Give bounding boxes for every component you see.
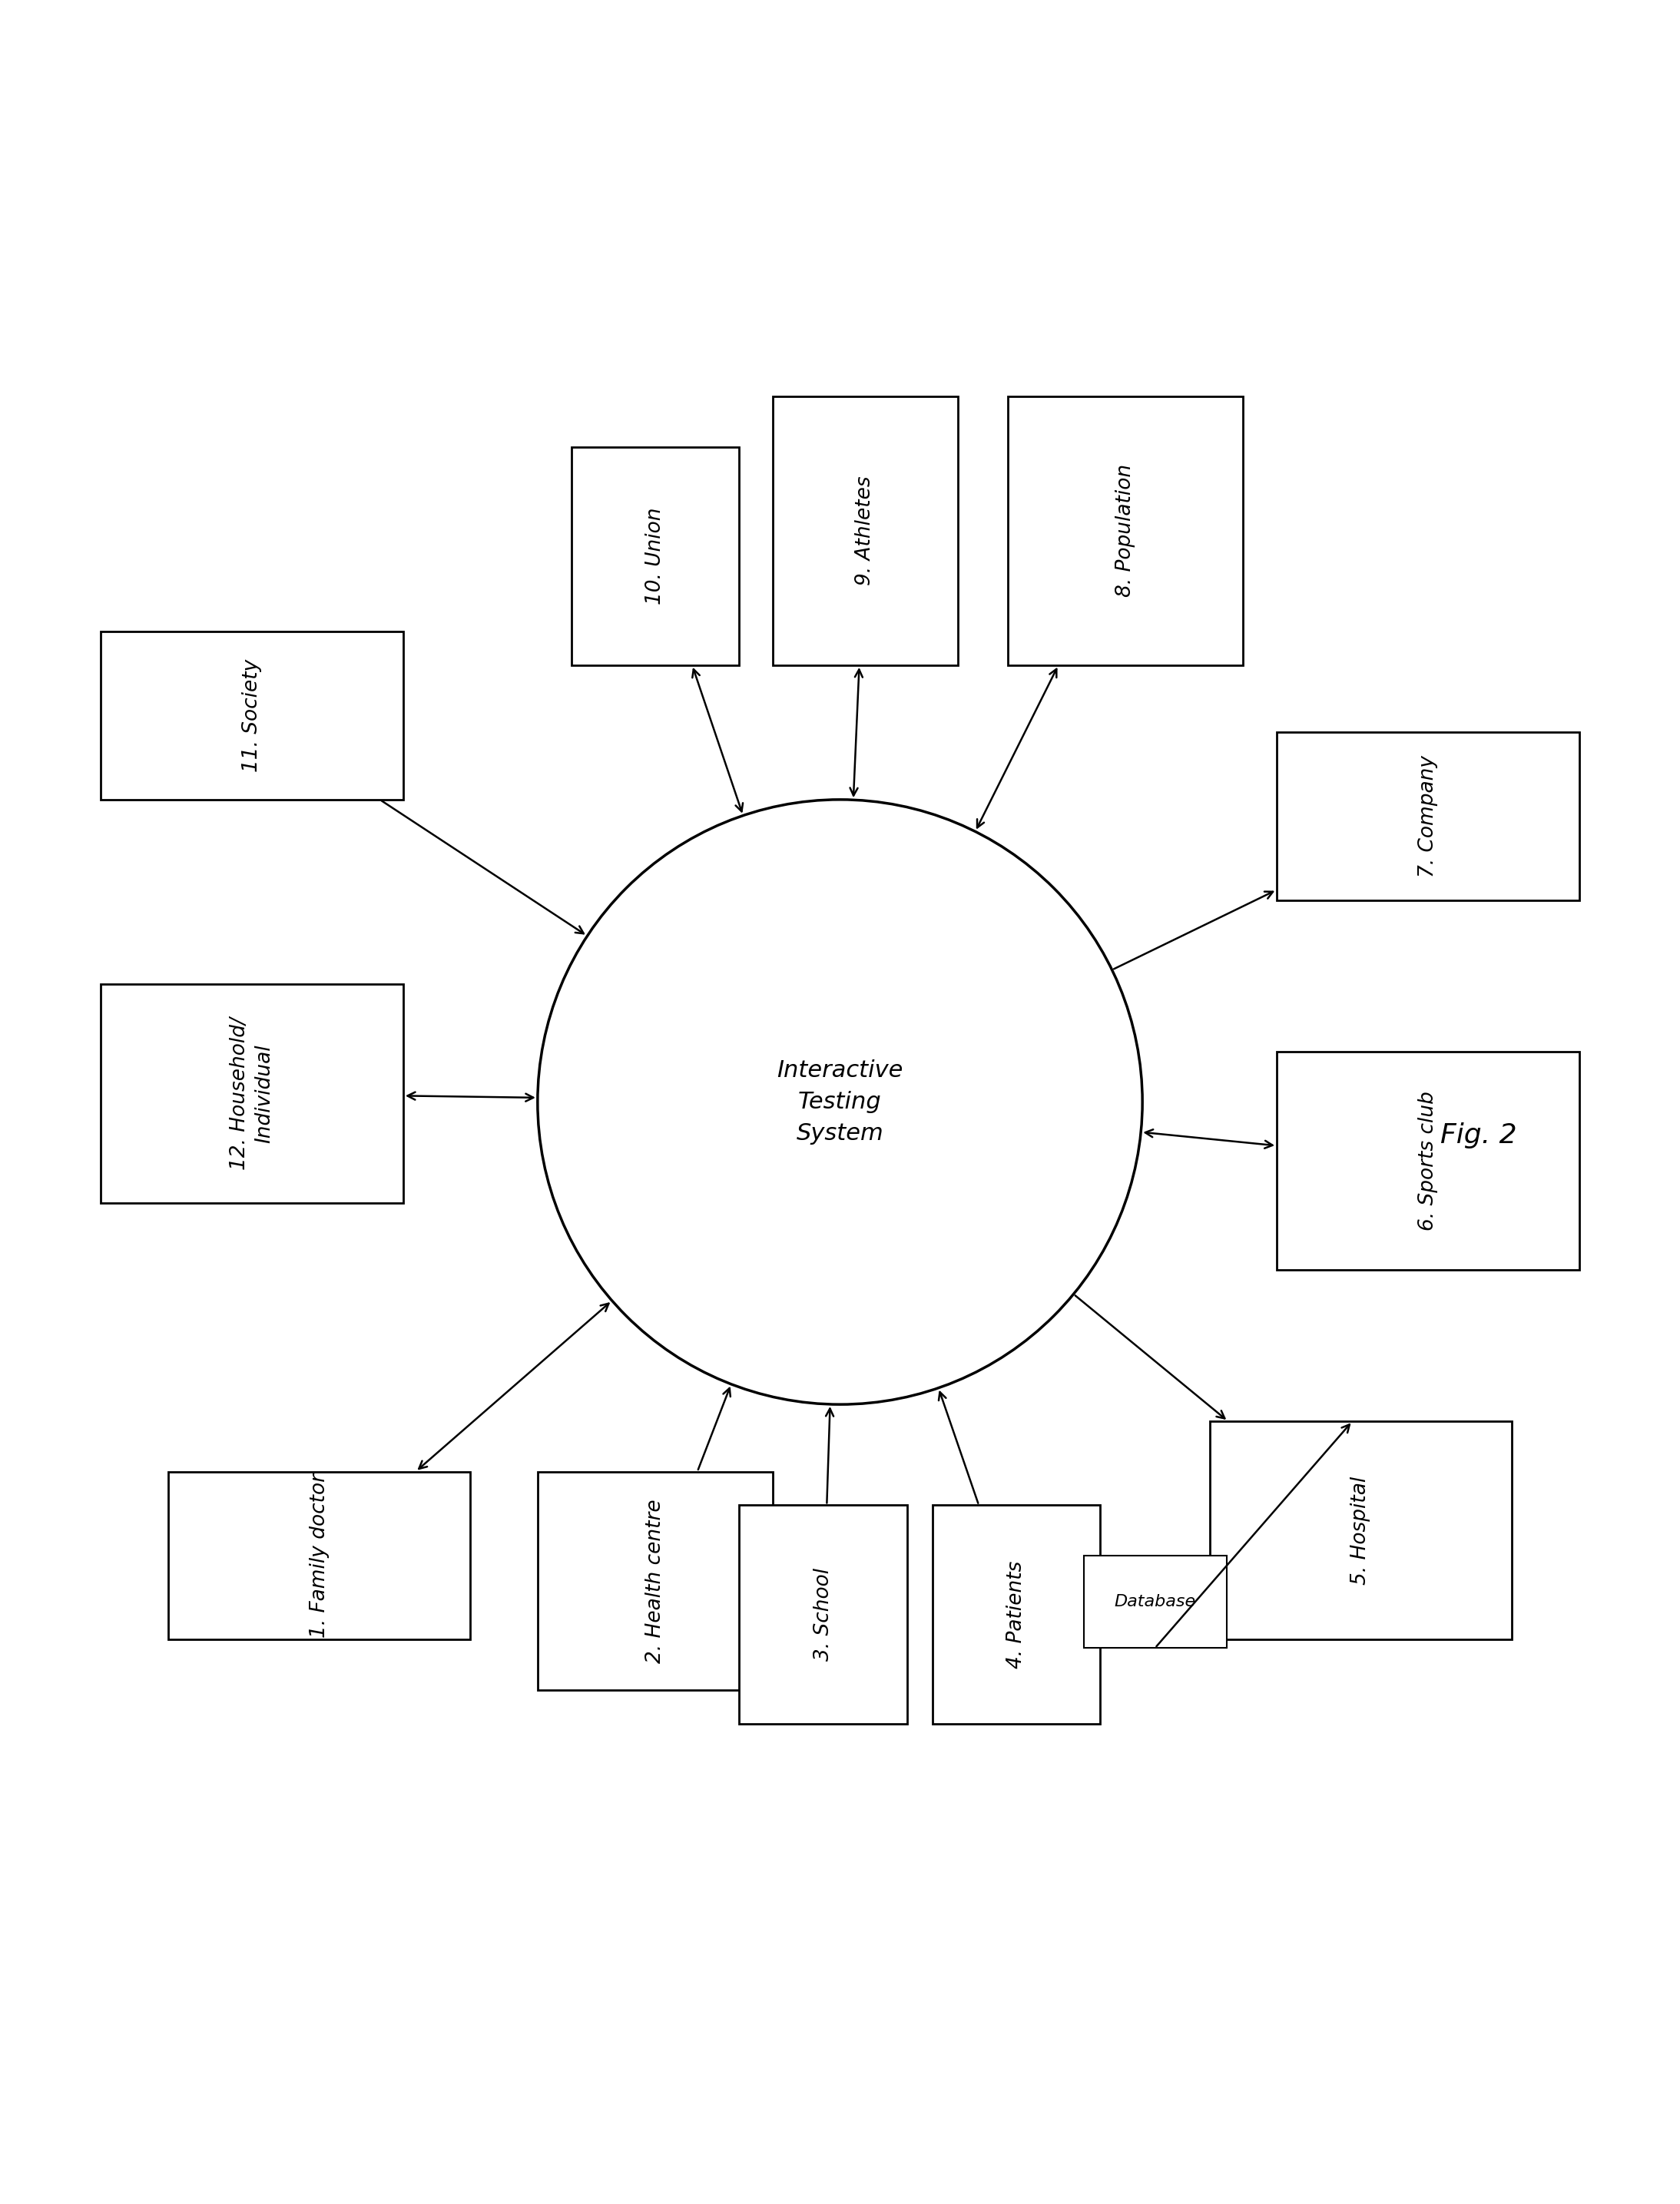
Text: 2. Health centre: 2. Health centre: [645, 1499, 665, 1662]
Text: 12. Household/
Individual: 12. Household/ Individual: [230, 1018, 274, 1170]
FancyBboxPatch shape: [932, 1505, 1100, 1724]
FancyBboxPatch shape: [773, 397, 958, 666]
Text: 8. Population: 8. Population: [1116, 465, 1136, 597]
Text: 4. Patients: 4. Patients: [1006, 1560, 1026, 1668]
FancyBboxPatch shape: [1277, 1051, 1579, 1270]
FancyBboxPatch shape: [1277, 732, 1579, 901]
Text: 9. Athletes: 9. Athletes: [855, 476, 875, 586]
FancyBboxPatch shape: [101, 633, 403, 800]
Text: 1. Family doctor: 1. Family doctor: [309, 1474, 329, 1638]
Text: 3. School: 3. School: [813, 1567, 833, 1662]
FancyBboxPatch shape: [571, 447, 739, 666]
FancyBboxPatch shape: [538, 1472, 773, 1690]
Text: Interactive
Testing
System: Interactive Testing System: [776, 1060, 904, 1144]
Text: 11. Society: 11. Society: [242, 659, 262, 771]
FancyBboxPatch shape: [101, 985, 403, 1203]
FancyBboxPatch shape: [168, 1472, 470, 1640]
Text: 7. Company: 7. Company: [1418, 756, 1438, 877]
FancyBboxPatch shape: [1210, 1422, 1512, 1640]
FancyBboxPatch shape: [1008, 397, 1243, 666]
Text: 10. Union: 10. Union: [645, 507, 665, 604]
FancyBboxPatch shape: [1084, 1556, 1226, 1649]
FancyBboxPatch shape: [739, 1505, 907, 1724]
Text: Database: Database: [1114, 1593, 1196, 1609]
Text: 5. Hospital: 5. Hospital: [1351, 1477, 1371, 1585]
Text: 6. Sports club: 6. Sports club: [1418, 1091, 1438, 1230]
Text: Fig. 2: Fig. 2: [1440, 1122, 1517, 1148]
